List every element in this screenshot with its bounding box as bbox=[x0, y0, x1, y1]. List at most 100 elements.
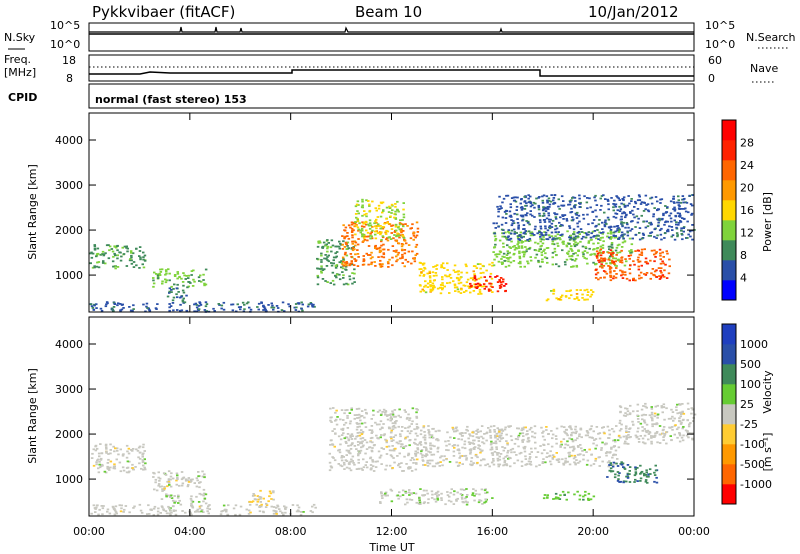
power-cell bbox=[344, 265, 348, 268]
power-cell bbox=[204, 305, 208, 308]
power-cell bbox=[382, 226, 385, 228]
power-cell bbox=[426, 272, 429, 275]
power-cell bbox=[334, 252, 337, 255]
power-cell bbox=[630, 200, 633, 202]
velocity-cell bbox=[559, 494, 562, 497]
power-cell bbox=[527, 197, 530, 200]
power-cell bbox=[598, 219, 601, 221]
power-cell bbox=[609, 271, 612, 274]
power-cell bbox=[332, 259, 335, 262]
power-cell bbox=[616, 227, 619, 230]
power-cell bbox=[398, 228, 401, 231]
velocity-cell bbox=[520, 429, 523, 432]
power-cell bbox=[507, 230, 510, 233]
power-cell bbox=[641, 232, 645, 235]
power-cell bbox=[621, 277, 625, 279]
power-cell bbox=[382, 210, 385, 212]
velocity-cell bbox=[245, 508, 248, 511]
power-cell bbox=[523, 251, 527, 254]
power-cell bbox=[620, 246, 624, 248]
velocity-cell bbox=[385, 464, 388, 467]
velocity-cell bbox=[451, 426, 454, 429]
velocity-cell bbox=[127, 447, 131, 450]
power-cell bbox=[596, 257, 599, 259]
velocity-cell bbox=[284, 511, 287, 514]
power-cell bbox=[597, 223, 601, 226]
velocity-cell bbox=[624, 407, 627, 410]
power-cell bbox=[658, 219, 661, 222]
velocity-cell bbox=[414, 443, 417, 445]
power-cell bbox=[527, 230, 531, 233]
power-cell bbox=[524, 246, 527, 248]
power-cell bbox=[658, 229, 662, 232]
velocity-cell bbox=[405, 498, 409, 501]
velocity-cell bbox=[189, 478, 192, 481]
power-cell bbox=[511, 245, 515, 248]
power-cell bbox=[592, 261, 595, 264]
velocity-cell bbox=[365, 441, 369, 444]
power-cell bbox=[578, 231, 581, 233]
velocity-cell bbox=[99, 443, 102, 445]
power-cell bbox=[607, 218, 611, 221]
velocity-cell bbox=[106, 462, 110, 464]
power-cell bbox=[429, 288, 432, 291]
velocity-cell bbox=[436, 450, 440, 453]
power-cell bbox=[322, 241, 326, 244]
power-cell bbox=[369, 254, 372, 256]
power-cell bbox=[510, 224, 514, 227]
power-cell bbox=[498, 195, 501, 198]
power-cell bbox=[353, 248, 356, 251]
velocity-cell bbox=[644, 414, 648, 416]
velocity-cell bbox=[468, 443, 472, 445]
velocity-cell bbox=[644, 402, 647, 405]
velocity-cell bbox=[436, 462, 439, 465]
power-cell bbox=[611, 250, 614, 253]
velocity-cell bbox=[429, 442, 432, 445]
velocity-cell bbox=[645, 431, 648, 434]
velocity-cell bbox=[609, 462, 612, 464]
velocity-cell bbox=[618, 481, 621, 483]
power-cell bbox=[511, 222, 514, 225]
velocity-colorbar-tick-label: 500 bbox=[740, 358, 761, 371]
velocity-cell bbox=[440, 497, 443, 499]
power-cell bbox=[599, 232, 603, 234]
power-cell bbox=[609, 267, 613, 269]
velocity-cell bbox=[628, 412, 632, 415]
power-cell bbox=[100, 309, 104, 312]
power-cell bbox=[600, 260, 604, 262]
power-cell bbox=[572, 231, 576, 233]
power-cell bbox=[181, 300, 185, 303]
velocity-cell bbox=[498, 463, 502, 466]
power-cell bbox=[663, 232, 667, 235]
power-cell bbox=[606, 200, 610, 202]
velocity-cell bbox=[521, 427, 524, 430]
velocity-cell bbox=[415, 427, 419, 430]
power-cell bbox=[317, 242, 321, 244]
velocity-cell bbox=[360, 410, 364, 412]
velocity-cell bbox=[419, 452, 423, 455]
power-cell bbox=[638, 199, 642, 201]
power-cell bbox=[568, 238, 572, 241]
velocity-cell bbox=[563, 430, 566, 433]
velocity-cell bbox=[558, 498, 562, 500]
velocity-cell bbox=[676, 436, 679, 439]
power-cell bbox=[562, 218, 565, 220]
power-cell bbox=[479, 267, 482, 270]
velocity-cell bbox=[404, 445, 408, 447]
power-cell bbox=[547, 208, 550, 210]
power-cell bbox=[415, 234, 419, 237]
velocity-cell bbox=[524, 458, 528, 460]
power-cell bbox=[95, 307, 98, 309]
power-cell bbox=[195, 304, 199, 306]
power-cell bbox=[608, 255, 612, 258]
velocity-cell bbox=[452, 450, 456, 453]
velocity-cell bbox=[459, 493, 463, 495]
power-cell bbox=[660, 267, 663, 270]
velocity-cell bbox=[356, 435, 360, 437]
power-cell bbox=[385, 238, 388, 241]
power-cell bbox=[568, 236, 571, 239]
power-cell bbox=[426, 286, 429, 288]
velocity-cell bbox=[390, 437, 393, 440]
power-cell bbox=[353, 281, 356, 283]
velocity-cell bbox=[170, 511, 173, 514]
